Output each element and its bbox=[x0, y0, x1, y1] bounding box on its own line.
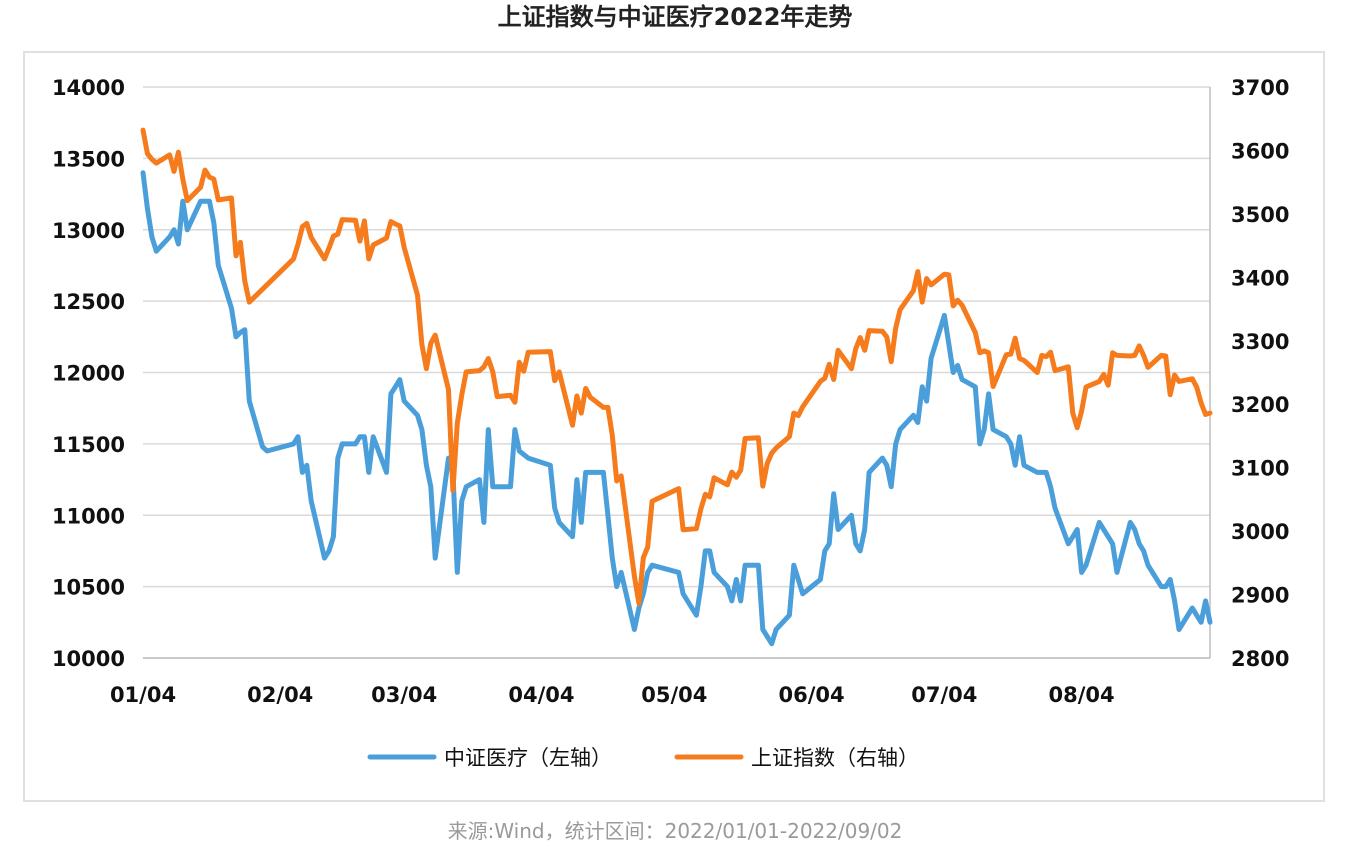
series-lines bbox=[140, 127, 1213, 647]
x-tick-label: 08/04 bbox=[1049, 683, 1115, 707]
y-right-tick-label: 3600 bbox=[1231, 139, 1289, 163]
y-right-tick-label: 3300 bbox=[1231, 330, 1289, 354]
y-left-tick-label: 13500 bbox=[52, 147, 125, 171]
x-tick-label: 03/04 bbox=[371, 683, 437, 707]
chart-frame bbox=[23, 51, 1325, 802]
y-right-tick-label: 2900 bbox=[1231, 584, 1289, 608]
source-note: 来源:Wind，统计区间：2022/01/01-2022/09/02 bbox=[447, 819, 903, 843]
x-tick-label: 01/04 bbox=[110, 683, 176, 707]
y-left-tick-label: 12000 bbox=[52, 362, 125, 386]
y-left-tick-label: 10000 bbox=[52, 647, 125, 671]
y-right-tick-label: 3100 bbox=[1231, 457, 1289, 481]
y-right-tick-label: 3000 bbox=[1231, 520, 1289, 544]
axes: 10000 10500 11000 11500 12000 12500 13000 13500… bbox=[52, 76, 1290, 707]
legend: 中证医疗（左轴） 上证指数（右轴） bbox=[367, 746, 919, 770]
y-right-tick-label: 2800 bbox=[1231, 647, 1289, 671]
x-tick-label: 07/04 bbox=[911, 683, 977, 707]
y-left-tick-label: 13000 bbox=[52, 219, 125, 243]
x-tick-label: 02/04 bbox=[247, 683, 313, 707]
y-right-tick-label: 3200 bbox=[1231, 393, 1289, 417]
y-left-tick-label: 11500 bbox=[52, 433, 125, 457]
legend-item-shanghai-label: 上证指数（右轴） bbox=[751, 746, 919, 770]
y-left-tick-label: 14000 bbox=[52, 76, 125, 100]
x-tick-label: 04/04 bbox=[508, 683, 574, 707]
y-left-tick-label: 11000 bbox=[52, 504, 125, 528]
y-right-tick-label: 3500 bbox=[1231, 203, 1289, 227]
y-right-tick-label: 3700 bbox=[1231, 76, 1289, 100]
x-tick-label: 05/04 bbox=[641, 683, 707, 707]
legend-item-medical-label: 中证医疗（左轴） bbox=[444, 746, 612, 770]
x-tick-label: 06/04 bbox=[778, 683, 844, 707]
y-left-tick-label: 12500 bbox=[52, 290, 125, 314]
chart-title: 上证指数与中证医疗2022年走势 bbox=[497, 3, 853, 31]
grid-lines bbox=[143, 86, 1210, 659]
y-right-tick-label: 3400 bbox=[1231, 266, 1289, 290]
y-left-tick-label: 10500 bbox=[52, 576, 125, 600]
series-line-medical-index bbox=[140, 170, 1213, 647]
series-line-shanghai-composite bbox=[140, 127, 1213, 606]
